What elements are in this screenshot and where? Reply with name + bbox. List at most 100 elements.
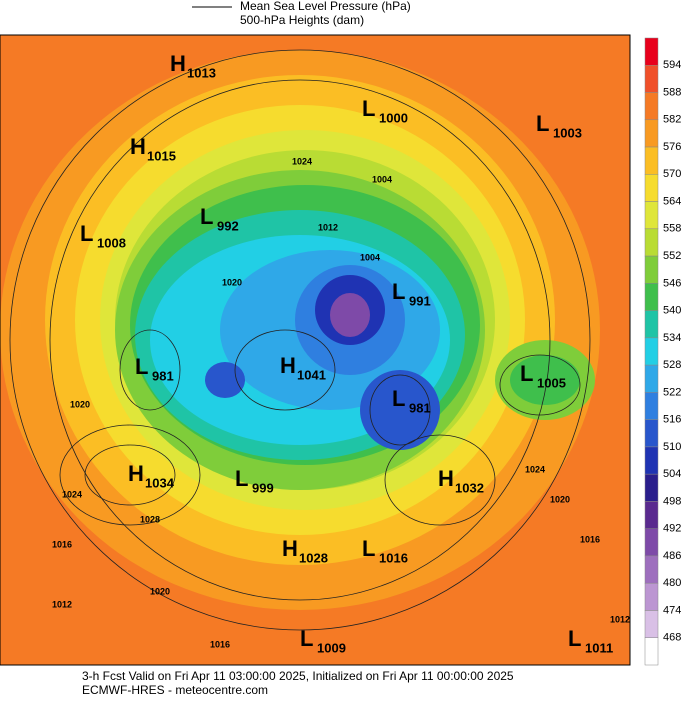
colorbar-box [644,146,659,175]
contour-label: 1024 [292,156,312,166]
center-value: 1009 [317,640,346,655]
colorbar-label: 522 [663,386,681,398]
center-letter: L [392,386,405,411]
colorbar-label: 540 [663,305,681,317]
colorbar-box [644,92,659,121]
center-letter: L [235,466,248,491]
colorbar-box [644,582,659,611]
center-letter: L [568,626,581,651]
footer-line: 3-h Fcst Valid on Fri Apr 11 03:00:00 20… [82,669,514,683]
colorbar-box [644,473,659,502]
colorbar-box [644,637,659,666]
colorbar-label: 528 [663,359,681,371]
contour-label: 1020 [150,586,170,596]
contour-label: 1004 [360,252,380,262]
contour-label: 1016 [210,639,230,649]
center-value: 1028 [299,550,328,565]
center-letter: L [135,354,148,379]
center-letter: L [300,626,313,651]
colorbar-box [644,364,659,393]
contour-label: 1012 [52,599,72,609]
colorbar-box [644,337,659,366]
center-value: 1034 [145,475,175,490]
colorbar-label: 468 [663,632,681,644]
center-value: 992 [217,218,239,233]
colorbar-label: 582 [663,114,681,126]
center-letter: L [362,96,375,121]
center-value: 1011 [585,640,613,655]
center-letter: H [170,51,186,76]
contour-label: 1012 [610,614,630,624]
contour-label: 1028 [140,514,160,524]
colorbar-box [644,446,659,475]
colorbar-label: 510 [663,441,681,453]
map-frame [0,34,631,666]
center-value: 1003 [553,125,582,140]
colorbar-label: 498 [663,495,681,507]
footer-line: ECMWF-HRES - meteocentre.com [82,683,268,697]
legend-item: 500-hPa Heights (dam) [240,13,364,27]
center-value: 1016 [379,550,408,565]
colorbar-label: 570 [663,168,681,180]
center-letter: H [130,134,146,159]
center-letter: L [392,279,405,304]
center-value: 999 [252,480,274,495]
center-value: 1041 [297,367,326,382]
center-letter: H [280,353,296,378]
contour-label: 1016 [580,534,600,544]
colorbar-label: 480 [663,577,681,589]
colorbar-box [644,528,659,557]
colorbar-box [644,37,659,66]
colorbar-label: 546 [663,277,681,289]
center-letter: L [362,536,375,561]
center-letter: L [80,221,93,246]
center-value: 1000 [379,110,408,125]
colorbar-box [644,201,659,230]
colorbar-label: 558 [663,223,681,235]
colorbar-label: 534 [663,332,681,344]
colorbar-box [644,119,659,148]
center-value: 1008 [97,235,126,250]
contour-label: 1020 [550,494,570,504]
colorbar-box [644,65,659,93]
colorbar-box [644,174,659,202]
center-value: 1015 [147,148,176,163]
contour-label: 1024 [62,489,82,499]
center-letter: H [282,536,298,561]
center-letter: L [200,204,213,229]
colorbar-box [644,610,659,638]
colorbar-box [644,392,659,420]
colorbar-label: 552 [663,250,681,262]
colorbar-label: 492 [663,523,681,535]
colorbar-box [644,228,659,257]
contour-label: 1004 [372,174,392,184]
colorbar-box [644,283,659,311]
colorbar-label: 474 [663,604,681,616]
colorbar-label: 564 [663,195,681,207]
colorbar-label: 588 [663,86,681,98]
colorbar-label: 486 [663,550,681,562]
colorbar-box [644,310,659,339]
colorbar-label: 594 [663,59,681,71]
center-letter: H [128,461,144,486]
legend-item: Mean Sea Level Pressure (hPa) [240,0,411,13]
center-value: 981 [409,400,431,415]
contour-label: 1020 [70,399,90,409]
center-value: 1032 [455,480,484,495]
colorbar-label: 576 [663,141,681,153]
colorbar-label: 504 [663,468,681,480]
center-letter: L [536,111,549,136]
center-letter: H [438,466,454,491]
contour-label: 1024 [525,464,545,474]
contour-label: 1020 [222,277,242,287]
colorbar-label: 516 [663,414,681,426]
contour-label: 1012 [318,222,338,232]
colorbar-box [644,501,659,529]
center-value: 991 [409,293,431,308]
center-letter: L [520,361,533,386]
center-value: 1005 [537,375,566,390]
map [0,35,630,665]
contour-label: 1016 [52,539,72,549]
center-value: 1013 [187,65,216,80]
